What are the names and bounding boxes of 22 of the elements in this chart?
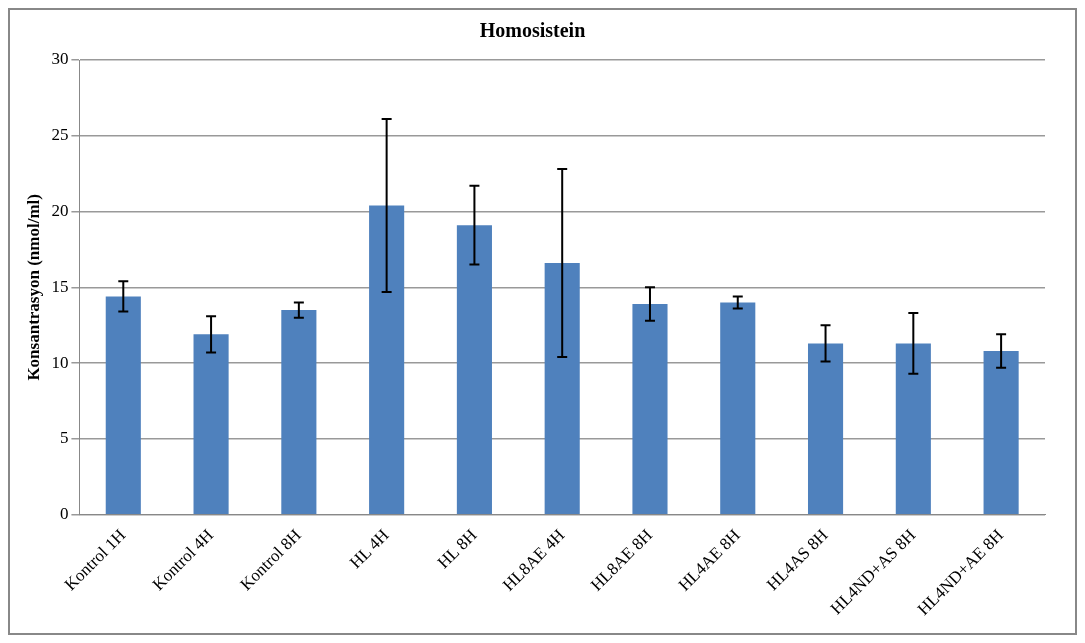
bar bbox=[720, 302, 756, 514]
y-tick-label: 25 bbox=[51, 125, 69, 145]
bar bbox=[895, 343, 931, 514]
bar bbox=[807, 343, 844, 514]
y-tick-label: 0 bbox=[59, 504, 69, 524]
bar bbox=[369, 205, 405, 514]
x-tick-label: HL 8H bbox=[433, 525, 481, 573]
chart-title: Homosistein bbox=[479, 19, 586, 42]
bar bbox=[632, 304, 668, 514]
bar bbox=[983, 350, 1019, 514]
bar bbox=[105, 296, 141, 514]
y-axis-title: Konsantrasyon (nmol/ml) bbox=[23, 194, 43, 381]
y-tick-label: 10 bbox=[51, 352, 69, 372]
bar bbox=[281, 310, 317, 514]
y-tick-label: 15 bbox=[51, 276, 69, 296]
bar bbox=[456, 225, 492, 514]
bar bbox=[193, 334, 229, 514]
y-tick-label: 30 bbox=[51, 49, 69, 69]
y-tick-label: 5 bbox=[59, 428, 69, 448]
y-tick-label: 20 bbox=[51, 201, 69, 221]
bar bbox=[544, 263, 580, 514]
x-tick-label: HL 4H bbox=[345, 525, 393, 573]
